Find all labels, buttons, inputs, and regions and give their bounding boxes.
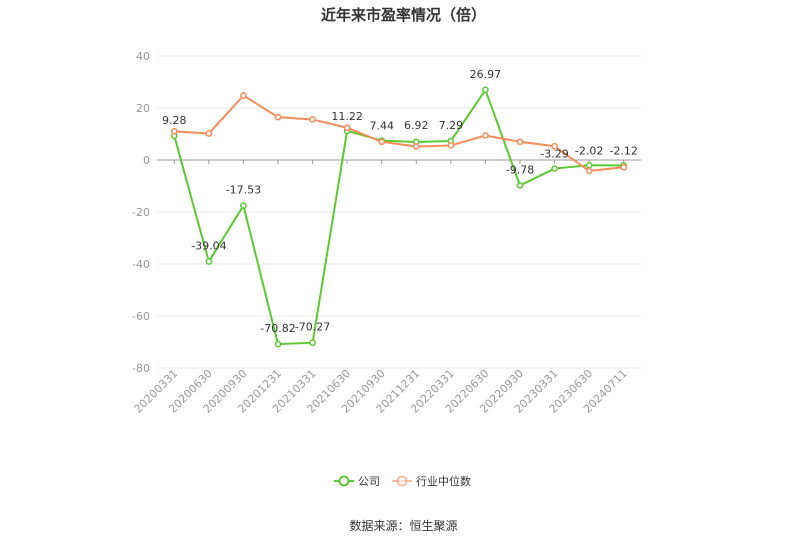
y-tick-label: 40 bbox=[136, 50, 150, 63]
y-tick-label: -20 bbox=[132, 206, 150, 219]
data-point bbox=[482, 86, 489, 94]
data-label: -9.78 bbox=[506, 163, 534, 176]
y-tick-label: 0 bbox=[143, 154, 150, 167]
data-label: -2.02 bbox=[575, 144, 603, 157]
data-point bbox=[205, 130, 213, 137]
data-label: 26.97 bbox=[470, 68, 502, 81]
data-label: -17.53 bbox=[226, 184, 261, 197]
series-line-company bbox=[173, 87, 624, 346]
data-point bbox=[309, 116, 316, 123]
data-point bbox=[240, 202, 247, 209]
data-point bbox=[516, 182, 524, 189]
data-point bbox=[205, 258, 213, 265]
data-source: 数据来源：恒生聚源 bbox=[349, 519, 458, 533]
data-label: -3.29 bbox=[540, 148, 568, 161]
data-point bbox=[170, 128, 178, 135]
data-label: 9.28 bbox=[162, 114, 187, 127]
y-tick-label: 20 bbox=[136, 102, 150, 115]
data-point bbox=[274, 340, 282, 348]
data-point bbox=[551, 165, 558, 172]
data-point bbox=[516, 138, 524, 146]
data-label: 7.44 bbox=[369, 120, 394, 133]
data-point bbox=[378, 138, 386, 146]
data-point bbox=[551, 142, 558, 150]
data-point bbox=[412, 143, 420, 150]
y-tick-label: -60 bbox=[132, 310, 150, 323]
data-point bbox=[343, 124, 351, 132]
data-label: 6.92 bbox=[404, 119, 429, 132]
data-label: -2.12 bbox=[609, 145, 637, 158]
data-point bbox=[240, 92, 247, 99]
chart-title: 近年来市盈率情况（倍） bbox=[320, 6, 486, 24]
legend-marker bbox=[338, 475, 350, 487]
data-point bbox=[309, 339, 316, 347]
data-point bbox=[620, 163, 628, 171]
data-point bbox=[447, 142, 455, 149]
series-line-industry bbox=[174, 94, 624, 172]
data-point bbox=[585, 161, 593, 169]
legend-label: 公司 bbox=[358, 475, 380, 488]
data-label: -70.82 bbox=[260, 322, 295, 335]
data-label: -39.04 bbox=[191, 240, 226, 253]
y-tick-label: -80 bbox=[132, 362, 150, 375]
data-label: -70.27 bbox=[295, 321, 330, 334]
data-label: 11.22 bbox=[331, 110, 363, 123]
data-point bbox=[482, 132, 489, 139]
legend-marker bbox=[396, 475, 408, 487]
y-tick-label: -40 bbox=[132, 258, 150, 271]
data-point bbox=[585, 167, 593, 175]
legend-label: 行业中位数 bbox=[416, 474, 471, 488]
data-label: 7.29 bbox=[439, 119, 464, 132]
data-point bbox=[274, 113, 282, 121]
